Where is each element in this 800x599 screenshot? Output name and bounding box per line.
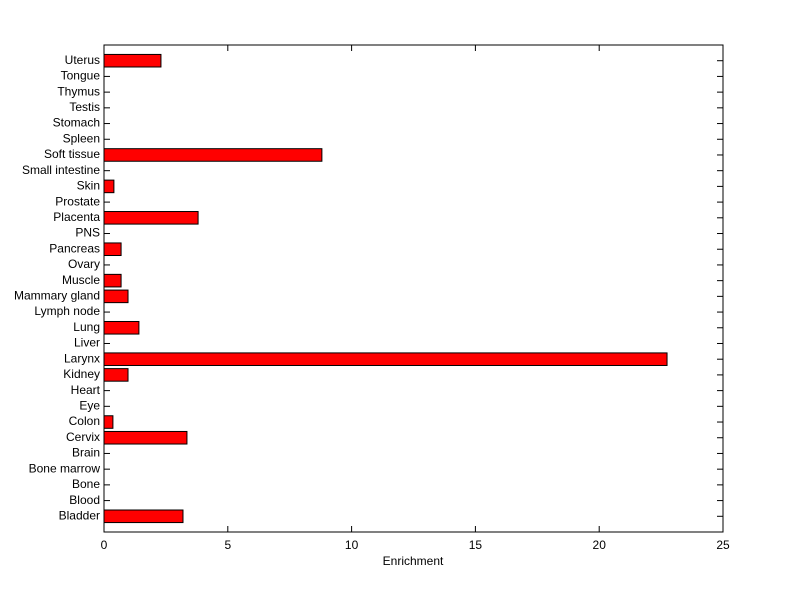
bar — [103, 273, 122, 288]
y-tick-label: Stomach — [53, 116, 100, 130]
y-tick-label: Small intestine — [22, 163, 100, 177]
bar — [103, 289, 129, 304]
y-tick-label: Soft tissue — [44, 147, 100, 161]
x-tick-label: 0 — [101, 538, 108, 552]
bar — [103, 242, 122, 257]
y-tick-label: Placenta — [53, 210, 100, 224]
bar — [103, 430, 188, 445]
y-tick-label: Liver — [74, 336, 100, 350]
bar — [103, 211, 199, 225]
bar — [103, 179, 115, 194]
plot-frame — [103, 44, 724, 533]
y-tick-label: Pancreas — [49, 241, 100, 255]
x-tick-label: 5 — [224, 538, 231, 552]
y-tick-label: Larynx — [64, 351, 100, 365]
y-tick-label: Prostate — [55, 194, 100, 208]
x-tick-label: 20 — [593, 538, 607, 552]
x-axis-label: Enrichment — [383, 554, 444, 568]
y-tick-label: Bone marrow — [29, 461, 101, 475]
y-tick-label: Brain — [72, 446, 100, 460]
y-tick-label: Mammary gland — [14, 289, 100, 303]
y-tick-label: Muscle — [62, 273, 100, 287]
y-tick-label: Ovary — [68, 257, 100, 271]
y-tick-label: Lung — [73, 320, 100, 334]
y-tick-label: Testis — [69, 100, 100, 114]
x-tick-label: 25 — [716, 538, 730, 552]
x-tick-label: 10 — [345, 538, 359, 552]
bar — [103, 53, 162, 68]
y-tick-label: Heart — [71, 383, 101, 397]
y-tick-label: Uterus — [65, 53, 100, 67]
y-tick-label: Tongue — [61, 69, 101, 83]
y-tick-label: Thymus — [57, 84, 100, 98]
y-tick-label: Lymph node — [34, 304, 100, 318]
y-tick-label: Eye — [79, 398, 100, 412]
bar — [103, 415, 114, 429]
y-tick-label: Kidney — [63, 367, 100, 381]
y-tick-label: Bone — [72, 477, 100, 491]
bar — [103, 352, 668, 366]
bar — [103, 368, 129, 382]
y-tick-label: Spleen — [63, 131, 100, 145]
y-tick-label: Cervix — [66, 430, 100, 444]
y-tick-label: Blood — [69, 493, 100, 507]
x-tick-label: 15 — [469, 538, 483, 552]
y-tick-label: Bladder — [59, 508, 100, 522]
bar — [103, 148, 323, 162]
y-tick-label: PNS — [75, 226, 100, 240]
bar — [103, 509, 184, 524]
y-tick-label: Colon — [69, 414, 100, 428]
bar — [103, 320, 140, 335]
y-tick-label: Skin — [77, 179, 100, 193]
